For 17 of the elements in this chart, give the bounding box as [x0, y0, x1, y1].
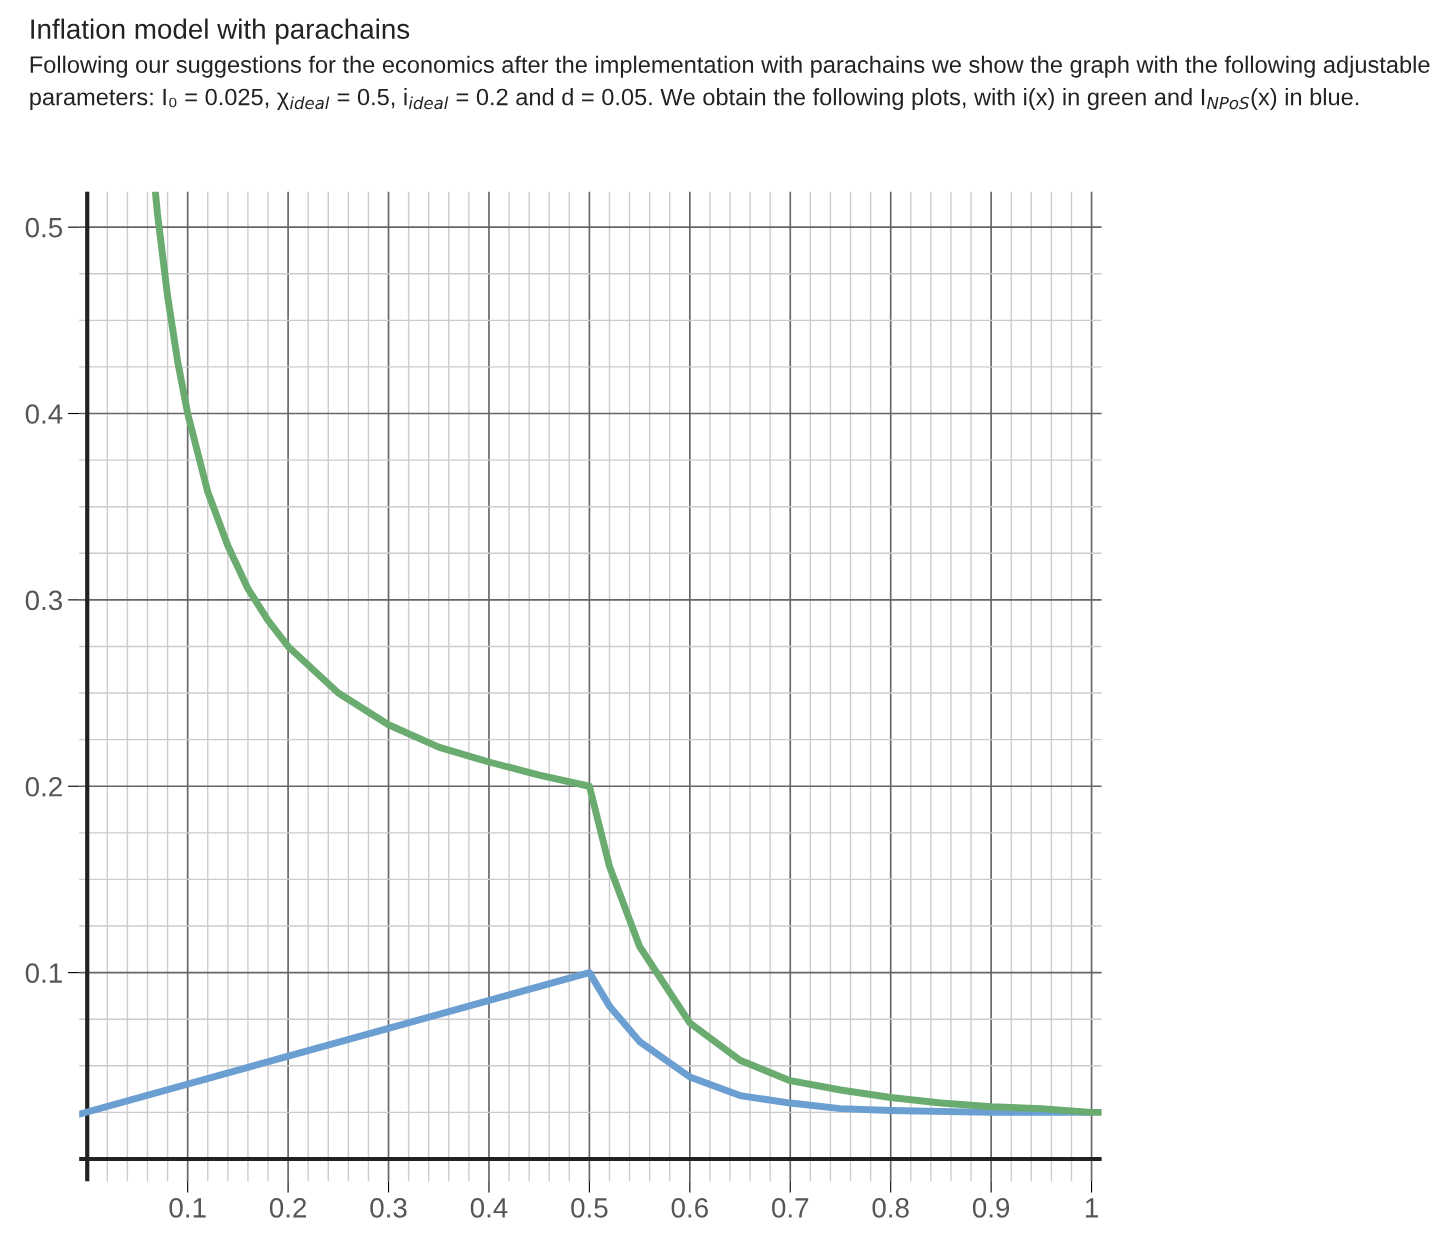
y-tick-label: 0.3 [25, 590, 63, 611]
x-tick-label: 0.6 [671, 1198, 708, 1218]
x-tick-label: 0.7 [772, 1198, 809, 1218]
y-tick-label: 0.2 [25, 776, 62, 797]
x-tick-label: 0.1 [169, 1198, 206, 1218]
y-tick-label: 0.5 [25, 217, 63, 238]
x-tick-label: 0.2 [269, 1198, 307, 1218]
x-tick-label: 0.9 [972, 1198, 1010, 1218]
x-tick-label: 0.3 [370, 1198, 407, 1218]
x-tick-label: 0.4 [470, 1198, 508, 1218]
x-tick-label: 1 [1085, 1198, 1098, 1218]
chart-subtitle: Following our suggestions for the economics after the implementation with parachains we show the graph with the following adjustable parameters: I₀ = 0.025, χ$_{ideal}$ = 0.5, i$_{ideal}$ = 0.2 and d = 0.05. We obtain the following plots, with i(x) in green and I$_{NPoS}$(x) in blue. [30, 55, 1430, 111]
x-tick-label: 0.5 [571, 1198, 608, 1218]
y-tick-label: 0.4 [25, 404, 63, 424]
x-tick-label: 0.8 [872, 1198, 909, 1218]
chart-title: Inflation model with parachains [31, 18, 410, 45]
y-tick-label: 0.1 [25, 963, 62, 983]
